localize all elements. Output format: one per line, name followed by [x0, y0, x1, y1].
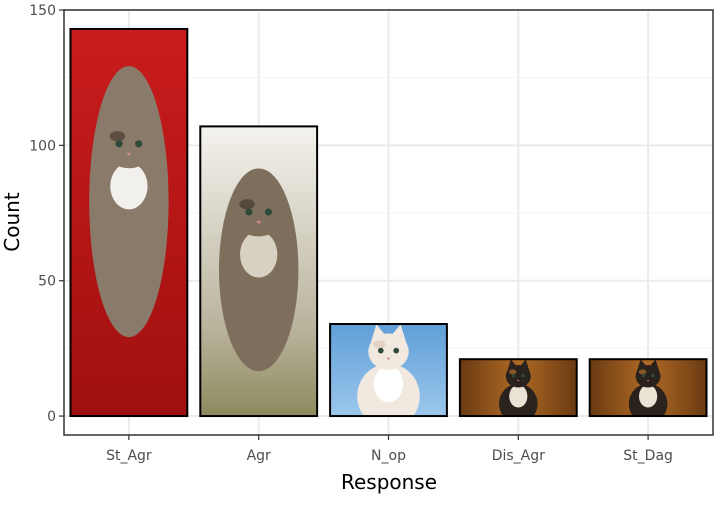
y-tick-label: 0	[47, 409, 56, 425]
bar	[588, 358, 708, 418]
bar-outline	[458, 358, 578, 418]
kitten-photo	[459, 359, 577, 417]
y-axis: 0 50 100 150	[29, 3, 64, 425]
kitten-photo	[330, 324, 447, 417]
bar-outline	[69, 27, 189, 418]
bar	[458, 358, 578, 418]
y-axis-title: Count	[0, 192, 24, 252]
bar	[329, 323, 448, 418]
x-tick-label: St_Dag	[623, 448, 673, 464]
bar-outline	[199, 125, 319, 418]
bar	[69, 27, 189, 418]
x-axis: St_Agr Agr N_op Dis_Agr St_Dag	[106, 435, 673, 464]
x-tick-label: Agr	[247, 448, 271, 464]
x-tick-label: Dis_Agr	[492, 448, 545, 464]
kitten-photo	[589, 359, 707, 417]
bar	[199, 125, 319, 418]
bar-outline	[329, 323, 448, 418]
x-tick-label: N_op	[371, 448, 406, 464]
kitten-photo	[200, 126, 318, 417]
x-axis-title: Response	[341, 470, 437, 494]
bar-outline	[588, 358, 708, 418]
bars	[69, 27, 708, 418]
x-tick-label: St_Agr	[106, 448, 152, 464]
y-tick-label: 50	[38, 274, 56, 290]
y-tick-label: 100	[29, 138, 56, 154]
kitten-photo	[70, 28, 188, 417]
y-tick-label: 150	[29, 3, 56, 19]
